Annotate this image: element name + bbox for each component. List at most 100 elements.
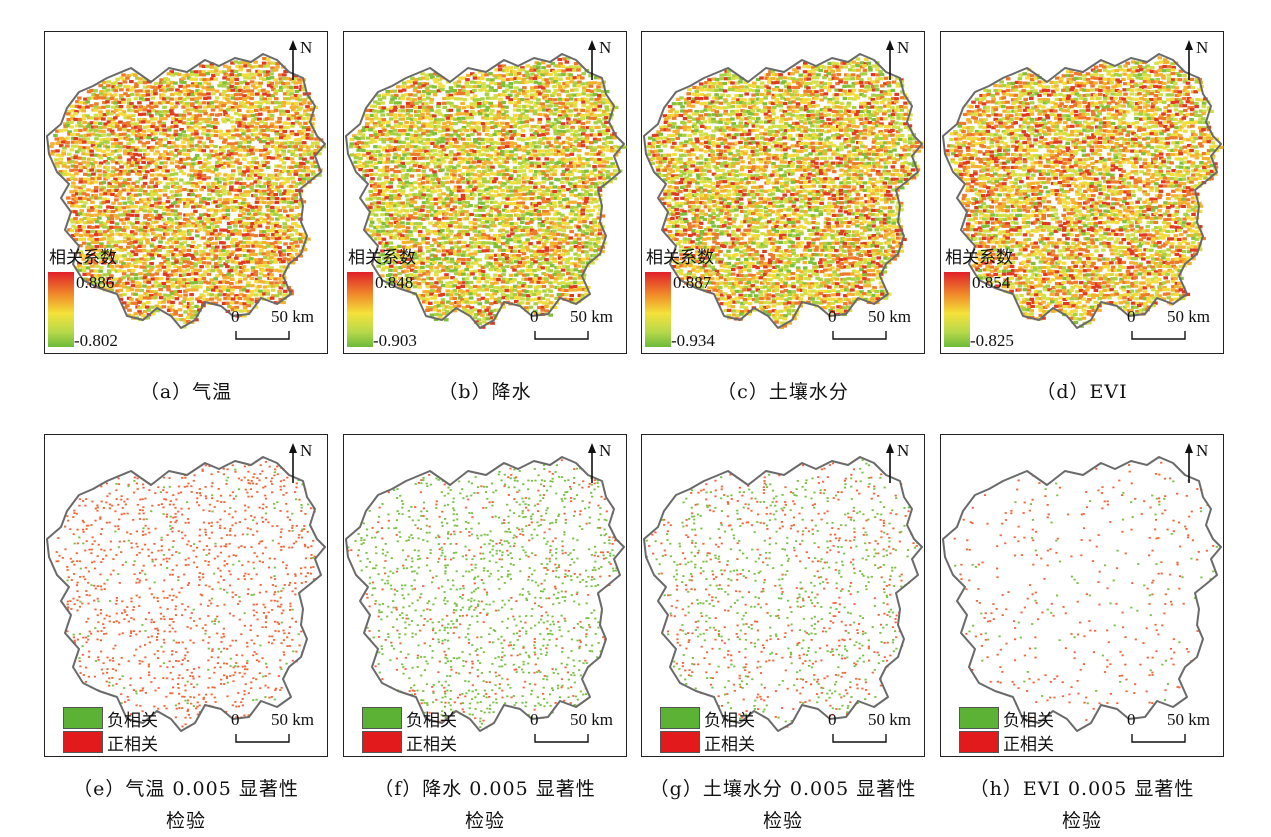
legend-title: 相关系数 <box>348 250 416 267</box>
scale-distance-label: 50 km <box>271 307 314 327</box>
north-label: N <box>599 441 611 461</box>
caption-line-1: （h）EVI 0.005 显著性 <box>920 773 1244 805</box>
scale-distance-label: 50 km <box>868 307 911 327</box>
caption-text: （b）降水 <box>438 381 531 403</box>
north-label: N <box>897 38 909 58</box>
correlation-map-panel: N 0 50 km 相关系数 0.848 -0.903 <box>343 31 627 354</box>
significance-map-panel: N 0 50 km 负相关正相关 <box>343 434 627 757</box>
scale-distance-label: 50 km <box>271 710 314 730</box>
scale-zero-label: 0 <box>530 710 539 730</box>
panel-caption: （h）EVI 0.005 显著性检验 <box>920 773 1244 837</box>
scale-distance-label: 50 km <box>570 307 613 327</box>
scale-zero-label: 0 <box>828 710 837 730</box>
north-arrow-icon: N <box>882 443 922 493</box>
negative-swatch <box>660 707 700 729</box>
positive-label: 正相关 <box>107 730 158 755</box>
north-arrow-icon: N <box>1181 40 1221 90</box>
significance-map-panel: N 0 50 km 负相关正相关 <box>940 434 1224 757</box>
caption-line-2: 检验 <box>323 805 647 837</box>
north-arrow-icon: N <box>584 443 624 493</box>
scale-zero-label: 0 <box>530 307 539 327</box>
legend-color-ramp <box>48 272 74 347</box>
caption-line-1: （f）降水 0.005 显著性 <box>323 773 647 805</box>
north-arrow-icon: N <box>285 443 325 493</box>
north-label: N <box>300 441 312 461</box>
scale-zero-label: 0 <box>231 307 240 327</box>
significance-map-panel: N 0 50 km 负相关正相关 <box>641 434 925 757</box>
scale-zero-label: 0 <box>1127 710 1136 730</box>
legend-min-value: -0.802 <box>74 331 118 351</box>
negative-swatch <box>63 707 103 729</box>
negative-label: 负相关 <box>107 706 158 731</box>
legend-title: 相关系数 <box>49 250 117 267</box>
scale-zero-label: 0 <box>828 307 837 327</box>
panel-caption: （d）EVI <box>920 376 1244 408</box>
north-arrow-icon: N <box>1181 443 1221 493</box>
caption-line-2: 检验 <box>920 805 1244 837</box>
panel-caption: （f）降水 0.005 显著性检验 <box>323 773 647 837</box>
caption-text: （a）气温 <box>140 381 232 403</box>
panel-caption: （e）气温 0.005 显著性检验 <box>24 773 348 837</box>
north-label: N <box>1196 38 1208 58</box>
scale-zero-label: 0 <box>231 710 240 730</box>
positive-swatch <box>959 731 999 753</box>
scale-distance-label: 50 km <box>868 710 911 730</box>
north-label: N <box>897 441 909 461</box>
panel-caption: （g）土壤水分 0.005 显著性检验 <box>621 773 945 837</box>
legend-title: 相关系数 <box>646 250 714 267</box>
scale-zero-label: 0 <box>1127 307 1136 327</box>
panel-caption: （a）气温 <box>24 376 348 408</box>
positive-swatch <box>362 731 402 753</box>
legend-min-value: -0.934 <box>671 331 715 351</box>
north-label: N <box>599 38 611 58</box>
legend-max-value: 0.886 <box>76 273 114 293</box>
scale-distance-label: 50 km <box>1167 710 1210 730</box>
north-label: N <box>1196 441 1208 461</box>
caption-line-2: 检验 <box>24 805 348 837</box>
legend-max-value: 0.854 <box>972 273 1010 293</box>
legend-color-ramp <box>645 272 671 347</box>
scale-distance-label: 50 km <box>1167 307 1210 327</box>
caption-text: （c）土壤水分 <box>717 381 849 403</box>
negative-label: 负相关 <box>1003 706 1054 731</box>
correlation-map-panel: N 0 50 km 相关系数 0.887 -0.934 <box>641 31 925 354</box>
negative-swatch <box>959 707 999 729</box>
legend-min-value: -0.825 <box>970 331 1014 351</box>
negative-swatch <box>362 707 402 729</box>
positive-label: 正相关 <box>406 730 457 755</box>
positive-swatch <box>660 731 700 753</box>
legend-title: 相关系数 <box>945 250 1013 267</box>
caption-line-1: （e）气温 0.005 显著性 <box>24 773 348 805</box>
region-boundary <box>943 457 1221 731</box>
caption-line-1: （g）土壤水分 0.005 显著性 <box>621 773 945 805</box>
north-arrow-icon: N <box>285 40 325 90</box>
panel-caption: （c）土壤水分 <box>621 376 945 408</box>
correlation-map-panel: N 0 50 km 相关系数 0.854 -0.825 <box>940 31 1224 354</box>
legend-color-ramp <box>944 272 970 347</box>
north-arrow-icon: N <box>882 40 922 90</box>
legend-max-value: 0.848 <box>375 273 413 293</box>
positive-swatch <box>63 731 103 753</box>
negative-label: 负相关 <box>406 706 457 731</box>
legend-min-value: -0.903 <box>373 331 417 351</box>
scale-distance-label: 50 km <box>570 710 613 730</box>
correlation-map-panel: N 0 50 km 相关系数 0.886 -0.802 <box>44 31 328 354</box>
positive-label: 正相关 <box>704 730 755 755</box>
panel-caption: （b）降水 <box>323 376 647 408</box>
caption-text: （d）EVI <box>1036 381 1127 403</box>
positive-label: 正相关 <box>1003 730 1054 755</box>
legend-color-ramp <box>347 272 373 347</box>
negative-label: 负相关 <box>704 706 755 731</box>
caption-line-2: 检验 <box>621 805 945 837</box>
north-arrow-icon: N <box>584 40 624 90</box>
significance-map-panel: N 0 50 km 负相关正相关 <box>44 434 328 757</box>
legend-max-value: 0.887 <box>673 273 711 293</box>
north-label: N <box>300 38 312 58</box>
